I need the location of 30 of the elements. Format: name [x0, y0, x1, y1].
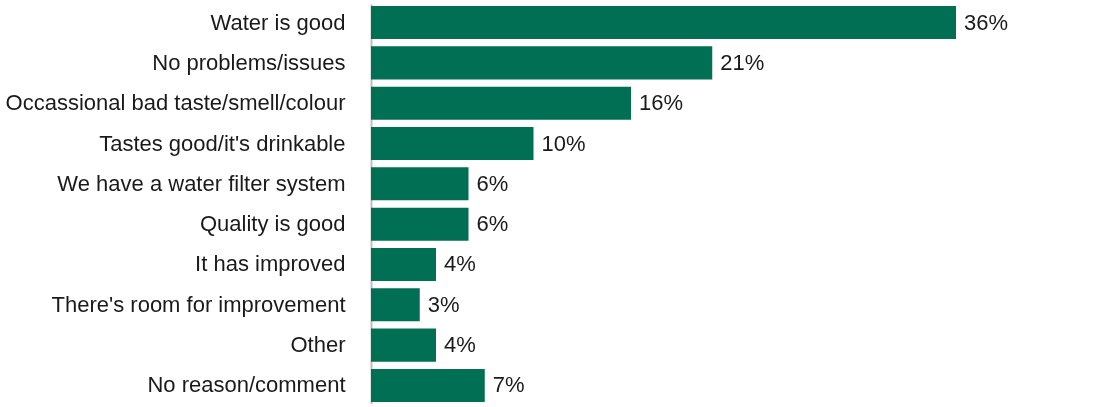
bar [371, 247, 436, 282]
data-label: 4% [444, 251, 476, 277]
y-tick-label: Other [290, 332, 346, 358]
data-label: 10% [541, 130, 586, 156]
y-tick-label: No reason/comment [147, 372, 346, 398]
data-label: 6% [476, 211, 509, 237]
data-label: 6% [476, 170, 509, 196]
y-tick-label: We have a water filter system [57, 170, 346, 196]
bar [371, 167, 469, 201]
y-tick-label: It has improved [195, 251, 346, 277]
bar [371, 86, 631, 120]
data-label: 36% [964, 9, 1009, 35]
y-tick-label: There's room for improvement [51, 291, 346, 317]
bar [371, 46, 713, 80]
data-label: 7% [492, 372, 525, 398]
data-label: 3% [427, 291, 460, 317]
y-tick-label: Water is good [210, 9, 346, 35]
data-label: 16% [639, 90, 684, 116]
bar [371, 328, 436, 362]
bar [371, 288, 420, 322]
bar [371, 6, 956, 40]
bar [371, 368, 485, 402]
bar [371, 207, 469, 241]
y-tick-label: Quality is good [199, 211, 346, 237]
data-label: 21% [720, 49, 765, 75]
y-tick-label: No problems/issues [152, 49, 346, 75]
data-label: 4% [444, 332, 476, 358]
y-tick-label: Occassional bad taste/smell/colour [5, 90, 346, 116]
bar [371, 126, 534, 161]
y-tick-label: Tastes good/it's drinkable [99, 130, 346, 156]
